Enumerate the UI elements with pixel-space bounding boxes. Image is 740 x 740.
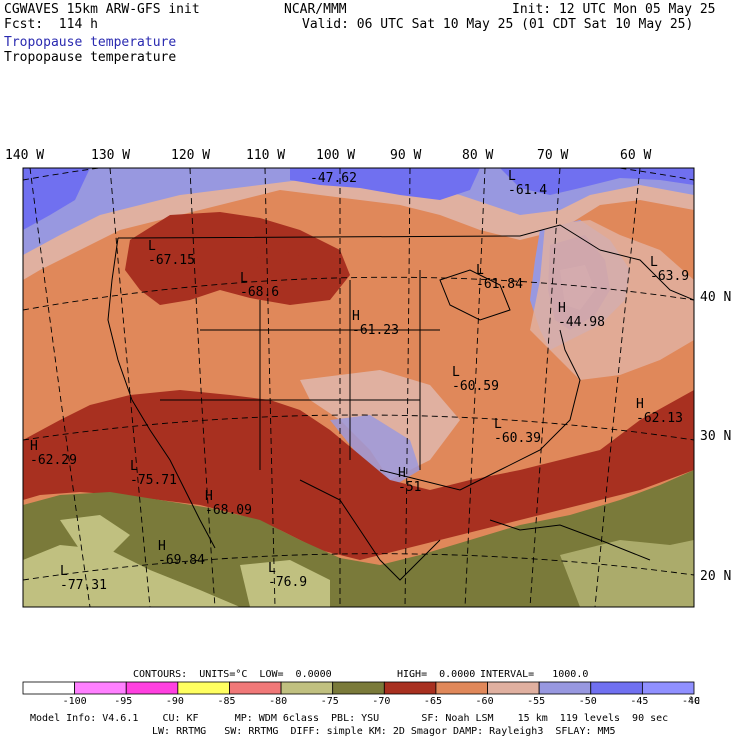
title: CGWAVES 15km ARW-GFS init [4,2,200,17]
extremum-label: H -68.09 [205,489,252,518]
colorbar-swatch [280,681,334,695]
colorbar-tick-label: -75 [320,696,339,707]
lon-label: 90 W [390,148,422,163]
extremum-label: H -51 [398,466,422,495]
contours-units: CONTOURS: UNITS=°C LOW= 0.0000 [133,669,332,680]
graticule [23,168,694,607]
colorbar-swatch [435,681,488,695]
colorbar-swatch [590,681,643,695]
lon-label: 140 W [5,148,45,163]
contours-high: HIGH= 0.0000 [397,669,476,680]
valid-time: Valid: 06 UTC Sat 10 May 25 (01 CDT Sat … [302,17,694,32]
colorbar [22,681,695,695]
field-title: Tropopause temperature [4,50,177,65]
init-time: Init: 12 UTC Mon 05 May 25 [512,2,716,17]
colorbar-swatch [641,681,695,695]
colorbar-tick-label: -55 [527,696,546,707]
extremum-label: L -60.39 [494,417,541,446]
lat-label: 20 N [700,569,732,584]
coastlines [107,224,694,581]
extremum-label: L -63.9 [650,255,690,284]
colorbar-tick-label: -85 [217,696,236,707]
extremum-label: H -69.84 [158,539,205,568]
contours-interval: INTERVAL= 1000.0 [480,669,589,680]
colorbar-tick-label: -80 [269,696,288,707]
field-title-blue: Tropopause temperature [4,35,177,50]
colorbar-tick-label: -45 [630,696,649,707]
extremum-label: L -60.59 [452,365,499,394]
extremum-label: H -44.98 [558,301,605,330]
colorbar-swatch [487,681,540,695]
extremum-label: L -75.71 [130,459,177,488]
lon-label: 60 W [620,148,652,163]
lat-label: 30 N [700,429,732,444]
colorbar-swatch [74,681,127,695]
lat-label: 40 N [700,290,732,305]
extremum-label: L -61.4 [508,169,548,198]
extremum-label: H -62.29 [30,439,77,468]
colorbar-tick-label: -95 [114,696,133,707]
lon-label: 130 W [91,148,131,163]
extremum-label: L -68.6 [240,271,280,300]
colorbar-swatch [332,681,385,695]
colorbar-tick-label: -65 [423,696,442,707]
lon-label: 110 W [246,148,286,163]
model-info-line2: LW: RRTMG SW: RRTMG DIFF: simple KM: 2D … [152,726,616,737]
colorbar-swatch [538,681,592,695]
extremum-label: H -62.13 [636,397,683,426]
colorbar-unit: °C [688,696,701,707]
colorbar-swatch [22,681,76,695]
colorbar-tick-label: -90 [165,696,184,707]
colorbar-tick-label: -100 [62,696,87,707]
lon-label: 70 W [537,148,569,163]
extremum-label: H -61.23 [352,309,399,338]
colorbar-swatch [383,681,437,695]
colorbar-swatch [177,681,230,695]
model-info-line1: Model Info: V4.6.1 CU: KF MP: WDM 6class… [30,713,669,724]
lon-label: 80 W [462,148,494,163]
colorbar-tick-label: -60 [475,696,494,707]
extremum-label: L -61.84 [476,263,523,292]
center-name: NCAR/MMM [284,2,347,17]
temperature-field [23,168,694,607]
extremum-label: L -67.15 [148,239,195,268]
colorbar-tick-label: -70 [372,696,391,707]
colorbar-tick-label: -40 [682,696,701,707]
colorbar-swatch [125,681,179,695]
map-frame [22,167,695,608]
extremum-label: L -77.31 [60,564,107,593]
colorbar-tick-label: -50 [578,696,597,707]
colorbar-swatch [229,681,282,695]
extremum-label: -47.62 [310,171,357,186]
extremum-label: L -76.9 [268,561,308,590]
lon-label: 100 W [316,148,356,163]
forecast-hour: Fcst: 114 h [4,17,98,32]
lon-label: 120 W [171,148,211,163]
